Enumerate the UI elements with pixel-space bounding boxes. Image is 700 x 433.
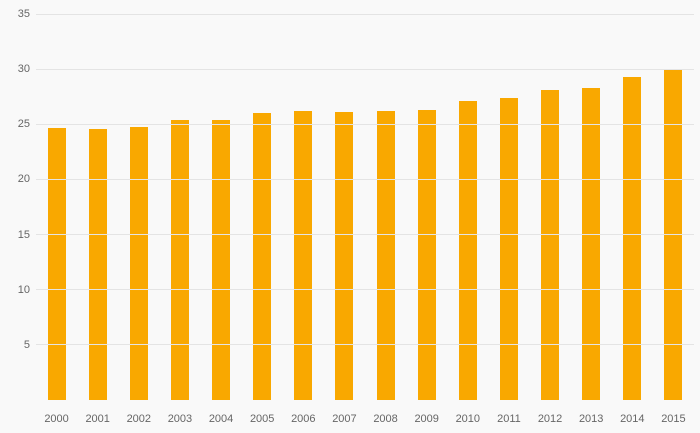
x-axis-label: 2001 — [85, 413, 110, 425]
bar-column — [406, 14, 447, 400]
gridline — [36, 289, 694, 291]
bar-column — [530, 14, 571, 400]
y-axis-tick-label: 20 — [17, 173, 30, 186]
gridline — [36, 178, 694, 180]
bar-column — [612, 14, 653, 400]
bar-2011 — [499, 97, 518, 400]
y-axis-tick-label: 25 — [17, 118, 30, 131]
x-axis: 2000 2001 2002 2003 2004 2005 2006 2007 2008 2009… — [36, 413, 694, 425]
bar-column — [77, 14, 118, 400]
bar-2003 — [170, 119, 189, 400]
gridline — [36, 68, 694, 70]
bar-column — [242, 14, 283, 400]
y-axis-tick-label: 5 — [23, 338, 30, 351]
plot-area: 5 10 15 20 25 30 35 — [18, 8, 694, 400]
y-axis-tick-label: 30 — [17, 63, 30, 76]
gridline — [36, 344, 694, 346]
bar-2012 — [541, 90, 560, 400]
bar-2002 — [129, 126, 148, 400]
x-axis-label: 2007 — [332, 413, 357, 425]
gridline — [36, 13, 694, 15]
y-axis-tick-label: 15 — [17, 228, 30, 241]
bar-2013 — [582, 87, 601, 400]
x-axis-label: 2004 — [208, 413, 234, 425]
gridline — [36, 234, 694, 236]
bar-2006 — [294, 111, 313, 400]
bar-2015 — [664, 70, 683, 400]
bar-2014 — [623, 76, 642, 400]
bar-2004 — [212, 119, 231, 400]
x-axis-label: 2002 — [126, 413, 152, 425]
bar-2007 — [335, 112, 354, 400]
x-axis-label: 2008 — [373, 413, 398, 425]
x-axis-label: 2010 — [455, 413, 481, 425]
x-axis-label: 2005 — [249, 413, 275, 425]
x-axis-label: 2013 — [578, 413, 604, 425]
x-axis-label: 2003 — [167, 413, 193, 425]
x-axis-label: 2014 — [620, 413, 645, 425]
x-axis-label: 2009 — [414, 413, 439, 425]
x-axis-label: 2012 — [537, 413, 563, 425]
x-axis-label: 2006 — [291, 413, 316, 425]
bar-column — [283, 14, 324, 400]
bar-column — [159, 14, 200, 400]
bar-column — [571, 14, 612, 400]
bar-column — [118, 14, 159, 400]
bar-2009 — [417, 109, 436, 400]
bar-2008 — [376, 111, 395, 400]
x-axis-label: 2011 — [497, 413, 521, 425]
y-axis-tick-label: 35 — [17, 8, 30, 20]
gridline — [36, 123, 694, 125]
y-axis-tick-label: 10 — [17, 283, 30, 296]
bars-container — [36, 14, 694, 400]
bar-column — [488, 14, 529, 400]
bar-column — [447, 14, 488, 400]
bar-column — [201, 14, 242, 400]
bar-column — [653, 14, 694, 400]
bar-2001 — [88, 128, 107, 400]
bar-column — [324, 14, 365, 400]
bar-2005 — [253, 113, 272, 400]
bar-column — [36, 14, 77, 400]
bar-2000 — [47, 127, 66, 400]
bar-2010 — [458, 101, 477, 400]
bar-column — [365, 14, 406, 400]
x-axis-label: 2000 — [44, 413, 69, 425]
x-axis-label: 2015 — [661, 413, 686, 425]
